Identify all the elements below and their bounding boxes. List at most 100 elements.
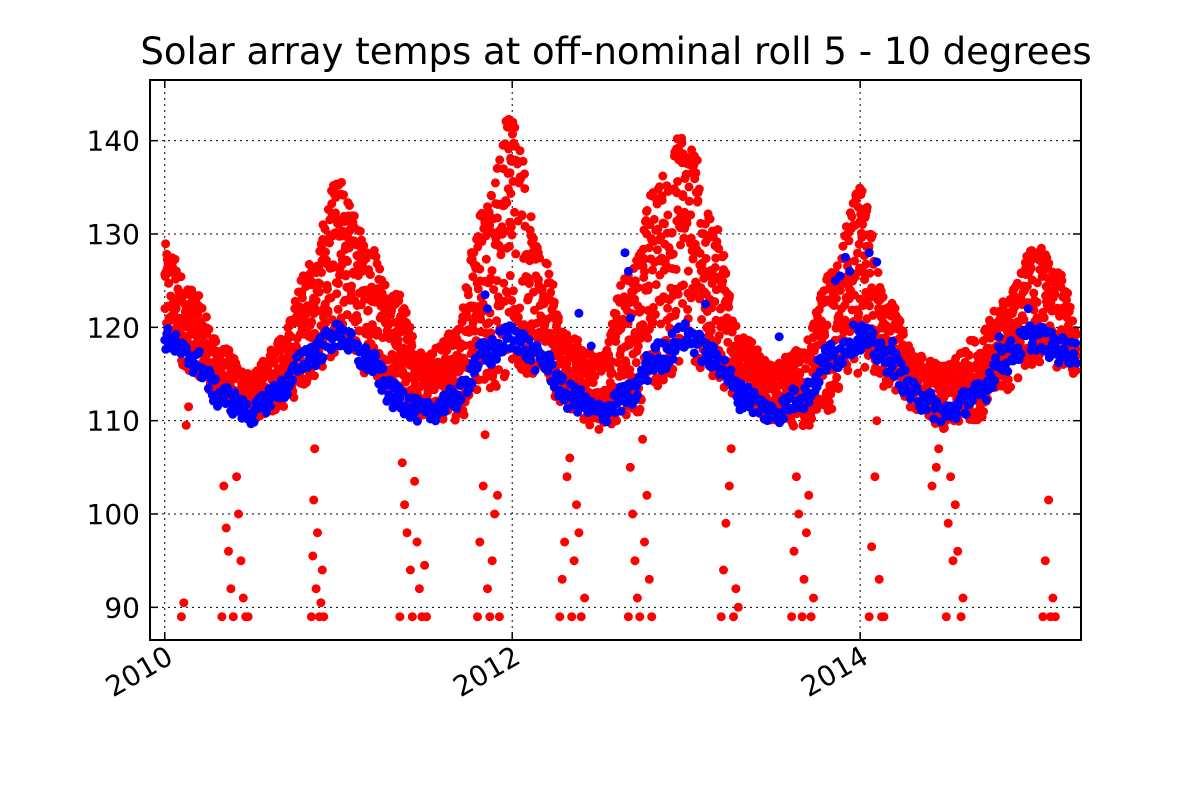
data-point <box>647 612 657 622</box>
data-point <box>835 271 845 281</box>
data-point <box>684 182 694 192</box>
data-point <box>311 361 321 371</box>
data-point <box>524 279 534 289</box>
data-point <box>774 332 784 342</box>
data-point <box>313 528 322 538</box>
data-point <box>688 254 698 264</box>
data-point <box>511 249 521 259</box>
data-point <box>492 316 502 326</box>
data-point <box>872 416 882 426</box>
data-point <box>683 305 693 314</box>
data-point <box>1050 289 1060 299</box>
data-point <box>726 365 736 375</box>
data-point <box>494 365 504 375</box>
data-point <box>964 350 974 360</box>
data-point <box>953 546 963 556</box>
data-point <box>679 342 689 352</box>
data-point <box>316 598 326 608</box>
data-point <box>961 410 971 419</box>
data-point <box>339 190 348 200</box>
data-point <box>913 386 922 396</box>
data-point <box>677 138 687 148</box>
data-point <box>475 537 485 547</box>
data-point <box>311 296 321 306</box>
data-point <box>1038 612 1048 622</box>
data-point <box>468 272 478 282</box>
data-point <box>799 404 809 414</box>
data-point <box>499 278 509 288</box>
data-point <box>635 404 645 414</box>
data-point <box>917 353 927 363</box>
data-point <box>948 556 958 566</box>
chart-title: Solar array temps at off-nominal roll 5 … <box>140 30 1091 73</box>
data-point <box>832 372 842 382</box>
data-point <box>560 537 570 547</box>
y-tick-label: 110 <box>87 405 140 438</box>
data-point <box>548 280 558 290</box>
data-point <box>171 304 181 313</box>
data-point <box>667 228 677 237</box>
data-point <box>820 331 830 340</box>
data-point <box>837 358 847 368</box>
data-point <box>640 267 649 277</box>
data-point <box>623 266 633 276</box>
data-point <box>395 612 405 622</box>
data-point <box>648 317 658 327</box>
data-point <box>671 264 681 274</box>
data-point <box>317 565 327 575</box>
data-point <box>405 565 415 575</box>
data-point <box>323 307 333 317</box>
data-point <box>308 551 318 561</box>
data-point <box>487 191 496 201</box>
data-point <box>868 310 878 320</box>
data-point <box>373 326 383 336</box>
data-point <box>673 177 683 186</box>
data-point <box>691 168 701 178</box>
data-point <box>500 226 510 236</box>
data-point <box>555 612 565 622</box>
data-point <box>410 476 420 486</box>
data-point <box>867 542 877 552</box>
data-point <box>616 406 626 416</box>
data-point <box>468 345 478 354</box>
data-point <box>689 348 699 358</box>
data-point <box>791 472 801 482</box>
data-point <box>860 275 870 285</box>
data-point <box>1026 263 1036 273</box>
data-point <box>648 302 658 312</box>
data-point <box>794 509 804 519</box>
data-point <box>318 353 328 362</box>
data-point <box>845 266 855 276</box>
data-point <box>232 472 242 482</box>
data-point <box>429 385 439 395</box>
data-point <box>1032 278 1042 288</box>
data-point <box>489 285 499 294</box>
data-point <box>500 369 510 378</box>
data-point <box>614 396 624 406</box>
data-point <box>346 329 356 339</box>
data-point <box>956 612 966 622</box>
data-point <box>619 370 629 380</box>
data-point <box>303 363 313 372</box>
data-point <box>407 341 417 351</box>
data-point <box>1013 373 1023 383</box>
data-point <box>823 361 833 371</box>
data-point <box>224 546 233 556</box>
data-point <box>283 390 292 400</box>
data-point <box>515 146 525 156</box>
data-point <box>433 410 443 420</box>
data-point <box>378 364 388 374</box>
data-point <box>332 289 342 299</box>
data-point <box>502 198 512 208</box>
data-point <box>644 243 654 253</box>
data-point <box>863 340 873 350</box>
data-point <box>789 546 799 556</box>
data-point <box>452 404 462 414</box>
data-point <box>451 411 461 421</box>
data-point <box>359 241 369 251</box>
data-point <box>371 351 381 361</box>
data-point <box>249 417 259 427</box>
data-point <box>184 402 194 412</box>
data-point <box>719 565 728 575</box>
data-point <box>495 155 505 165</box>
